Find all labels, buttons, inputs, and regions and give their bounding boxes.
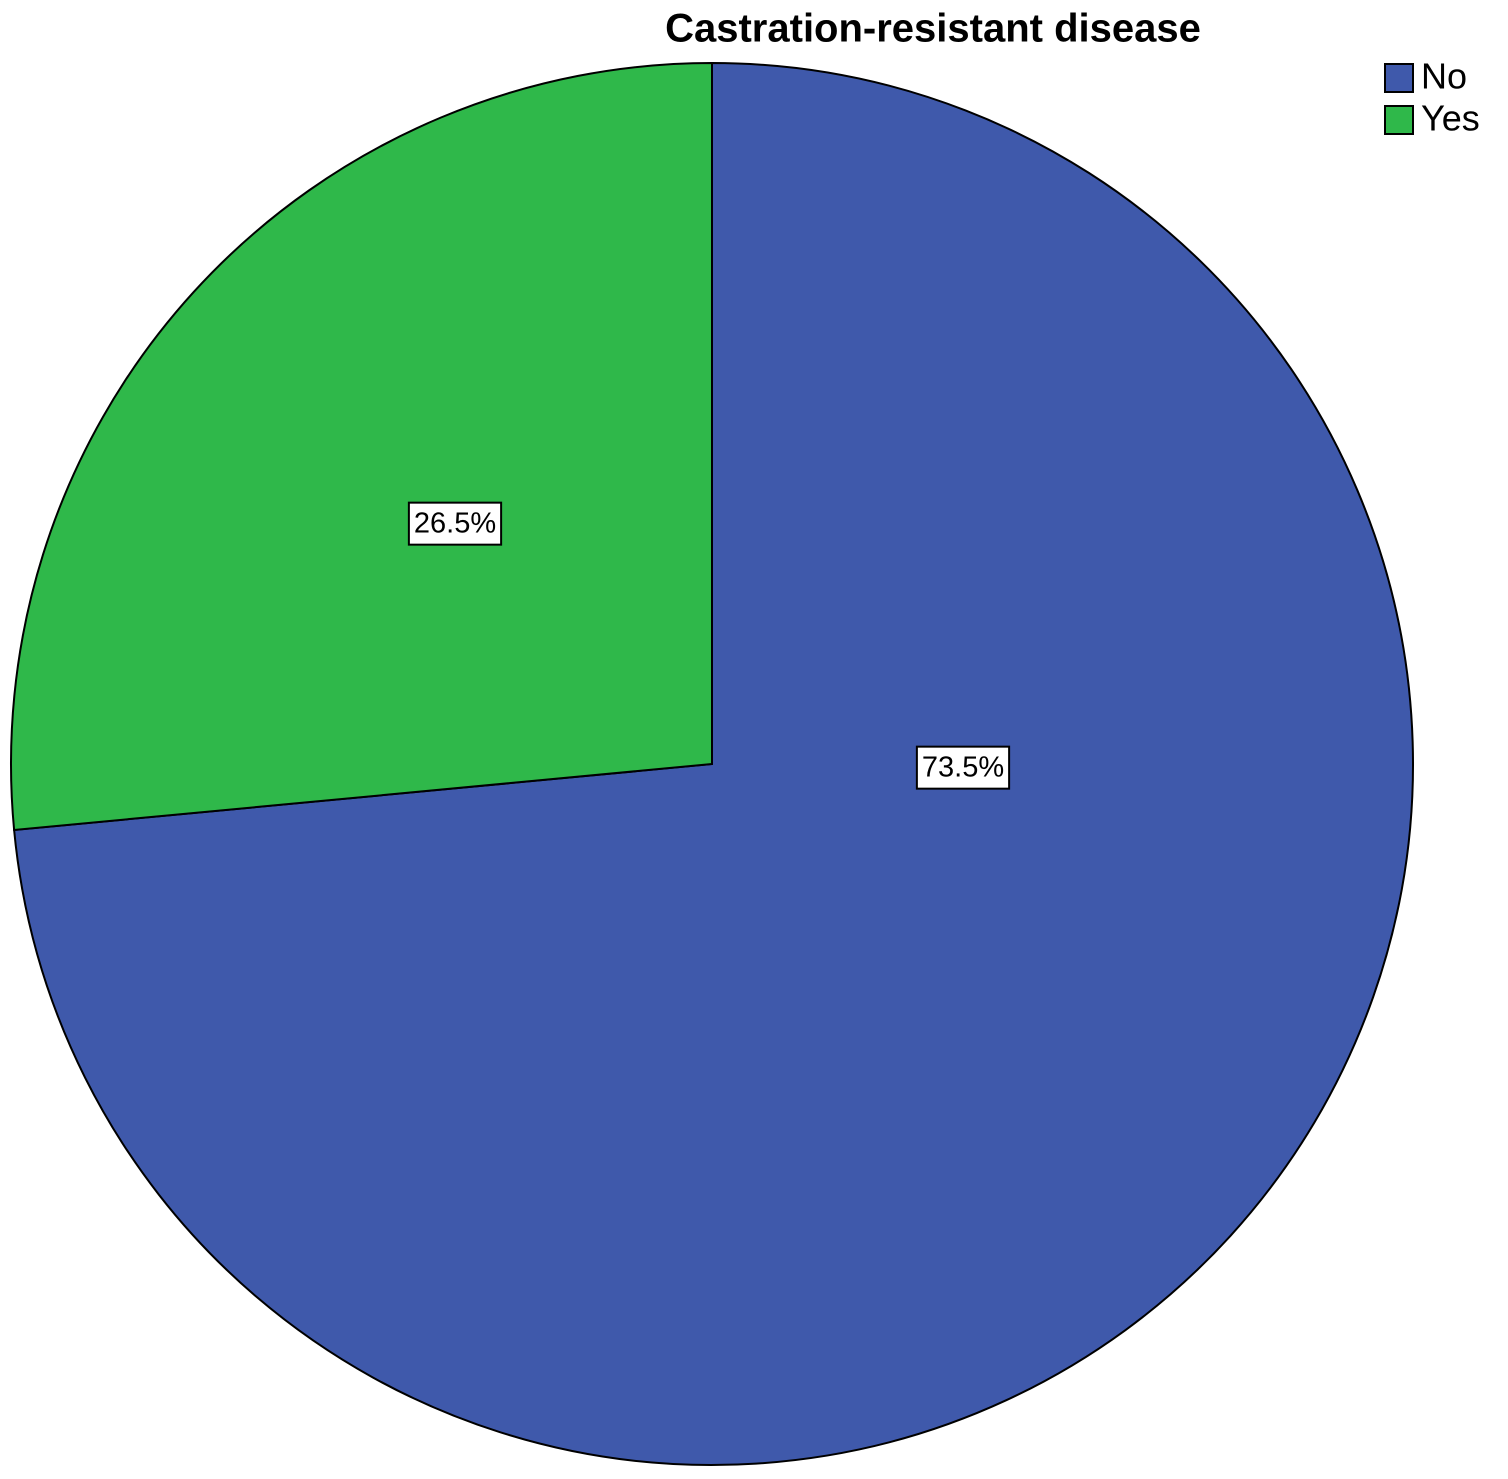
legend-swatch — [1384, 63, 1414, 93]
pie-slice — [10, 61, 713, 832]
legend-label: Yes — [1421, 98, 1480, 139]
data-label: 73.5% — [922, 752, 1004, 784]
data-label-group: 73.5% — [915, 745, 1011, 790]
legend-label: No — [1421, 56, 1467, 97]
chart-title: Castration-resistant disease — [665, 7, 1201, 51]
data-label-box — [407, 501, 503, 546]
legend-swatch — [1384, 105, 1414, 135]
pie-slice — [13, 61, 1414, 1466]
data-label-box — [915, 745, 1011, 790]
data-label-group: 26.5% — [407, 501, 503, 546]
data-label: 26.5% — [414, 508, 496, 540]
